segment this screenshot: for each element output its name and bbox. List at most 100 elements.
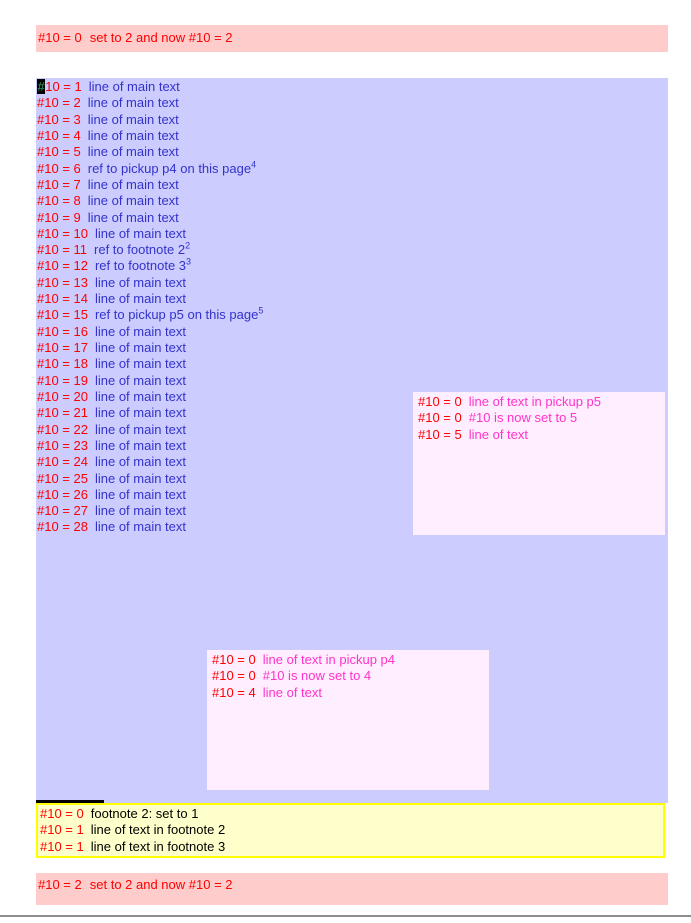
line-counter: #10 = 15: [37, 307, 88, 323]
line-text-body: line of main text: [94, 421, 187, 437]
line-counter: #10 = 5: [418, 426, 462, 442]
line-counter: #10 = 3: [37, 111, 81, 127]
line-text: line of main text: [95, 519, 186, 534]
line-counter: #10 = 22: [37, 421, 88, 437]
line-counter: #10 = 25: [37, 470, 88, 486]
line-text: line of text in footnote 3: [91, 839, 225, 854]
text-line: #10 = 7 line of main text: [37, 177, 263, 193]
line-text: line of main text: [88, 210, 179, 225]
line-text-body: line of main text: [87, 144, 179, 160]
text-line: #10 = 0 #10 is now set to 4: [212, 668, 489, 684]
line-text-body: line of main text: [87, 209, 179, 225]
line-counter: #10 = 20: [37, 388, 88, 404]
line-counter: #10 = 2: [37, 95, 81, 111]
line-text: line of text: [469, 427, 528, 442]
line-text: line of main text: [95, 438, 186, 453]
line-counter: #10 = 1: [37, 79, 82, 94]
text-line: #10 = 13 line of main text: [37, 275, 263, 291]
line-text-body: ref to pickup p4 on this page: [87, 160, 252, 176]
text-line: #10 = 4 line of main text: [37, 128, 263, 144]
ref-superscript: 3: [186, 257, 192, 268]
line-text-body: line of text in pickup p5: [468, 394, 601, 409]
line-text-body: line of main text: [94, 340, 187, 355]
text-line: #10 = 20 line of main text: [37, 389, 263, 405]
line-text-body: line of main text: [94, 225, 187, 241]
line-text-body: line of main text: [94, 274, 187, 290]
line-text-body: line of main text: [94, 291, 187, 307]
line-text: line of main text: [95, 422, 186, 437]
text-line: #10 = 1 line of main text: [37, 79, 263, 95]
line-text: line of main text: [95, 487, 186, 502]
text-line: #10 = 12 ref to footnote 33: [37, 258, 263, 274]
bottom-status-bar: #10 = 2 set to 2 and now #10 = 2: [36, 873, 668, 905]
line-text-body: line of main text: [94, 405, 187, 421]
line-counter: #10 = 23: [37, 437, 88, 453]
line-counter: #10 = 1: [40, 822, 84, 838]
text-line: #10 = 9 line of main text: [37, 210, 263, 226]
top-status-bar: #10 = 0 set to 2 and now #10 = 2: [36, 25, 668, 52]
line-text-body: #10 is now set to 4: [262, 668, 372, 684]
main-text-block: #10 = 1 line of main text #10 = 2 line of …: [36, 78, 668, 803]
line-counter: #10 = 6: [37, 160, 81, 176]
line-text: line of main text: [89, 79, 180, 94]
line-text: line of main text: [95, 454, 186, 469]
line-text-body: line of main text: [94, 372, 187, 388]
line-text-body: line of main text: [94, 388, 187, 404]
line-text: ref to pickup p4 on this page4: [87, 160, 256, 176]
text-line: #10 = 22 line of main text: [37, 422, 263, 438]
line-counter: #10 = 17: [37, 340, 88, 355]
line-text-body: line of main text: [87, 111, 179, 127]
text-line: #10 = 14 line of main text: [37, 291, 263, 307]
line-counter: #10 = 24: [37, 454, 88, 470]
line-counter: #10 = 14: [37, 291, 88, 307]
line-text: line of main text: [95, 373, 186, 388]
ref-superscript: 5: [258, 306, 264, 317]
line-counter: #10 = 9: [37, 209, 81, 225]
line-counter: #10 = 21: [37, 405, 88, 421]
line-text: line of main text: [95, 275, 186, 290]
text-line: #10 = 16 line of main text: [37, 324, 263, 340]
line-text: footnote 2: set to 1: [91, 806, 199, 821]
line-text-body: ref to pickup p5 on this page: [94, 307, 259, 323]
line-text: #10 is now set to 4: [263, 668, 371, 683]
line-text: line of main text: [88, 144, 179, 159]
line-text: line of main text: [95, 356, 186, 371]
line-text: line of main text: [88, 128, 179, 143]
line-text-body: line of text in footnote 2: [90, 822, 226, 838]
text-line: #10 = 28 line of main text: [37, 519, 263, 535]
bar-text: set to 2 and now #10 = 2: [89, 877, 233, 892]
text-line: #10 = 11 ref to footnote 22: [37, 241, 263, 258]
text-cursor: #: [37, 79, 46, 94]
line-counter: #10 = 0: [212, 668, 256, 684]
line-counter: #10 = 0: [212, 652, 256, 667]
line-text-body: line of main text: [88, 79, 180, 94]
line-counter: #10 = 12: [37, 258, 88, 274]
line-text: ref to footnote 33: [94, 257, 192, 274]
bar-text: set to 2 and now #10 = 2: [89, 30, 233, 45]
line-counter: #10 = 18: [37, 356, 88, 372]
line-text: line of main text: [88, 112, 179, 127]
line-text-body: line of text in pickup p4: [262, 652, 395, 667]
line-text-body: line of main text: [94, 454, 187, 470]
text-line: #10 = 4 line of text: [212, 685, 489, 701]
line-text-body: ref to footnote 3: [94, 258, 187, 274]
line-text: line of main text: [95, 226, 186, 241]
text-line: #10 = 10 line of main text: [37, 226, 263, 242]
text-line: #10 = 21 line of main text: [37, 405, 263, 421]
text-line: #10 = 27 line of main text: [37, 503, 263, 519]
text-line: #10 = 1 line of text in footnote 2: [40, 822, 663, 838]
line-text: line of main text: [95, 471, 186, 486]
main-lines: #10 = 1 line of main text #10 = 2 line of …: [37, 79, 263, 536]
line-counter: #10 = 16: [37, 323, 88, 339]
line-text: line of main text: [95, 389, 186, 404]
text-line: #10 = 8 line of main text: [37, 193, 263, 209]
bar-counter: #10 = 2: [38, 877, 82, 892]
line-text: ref to pickup p5 on this page5: [94, 306, 264, 323]
footnote-rule: [36, 800, 104, 803]
line-text-body: line of main text: [94, 470, 187, 486]
line-text-body: line of main text: [94, 486, 187, 502]
text-line: #10 = 0 footnote 2: set to 1: [40, 806, 663, 822]
line-text-body: line of text: [262, 684, 323, 700]
line-counter: #10 = 4: [212, 684, 256, 700]
text-line: #10 = 15 ref to pickup p5 on this page5: [37, 307, 263, 323]
